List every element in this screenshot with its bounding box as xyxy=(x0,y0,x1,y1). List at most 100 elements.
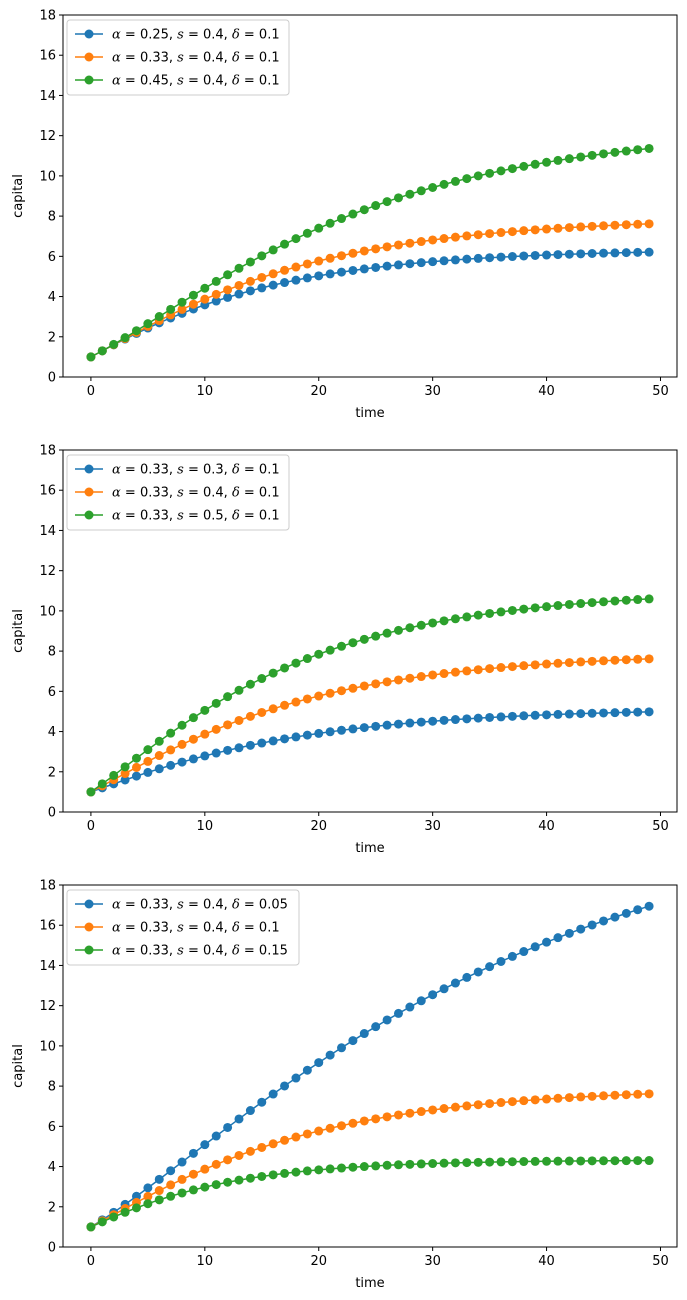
data-point xyxy=(223,1123,232,1132)
data-point xyxy=(610,148,619,157)
data-point xyxy=(337,251,346,260)
data-point xyxy=(417,996,426,1005)
data-point xyxy=(553,1094,562,1103)
data-point xyxy=(348,210,357,219)
data-point xyxy=(599,249,608,258)
data-point xyxy=(371,1022,380,1031)
data-point xyxy=(189,713,198,722)
data-point xyxy=(109,771,118,780)
data-point xyxy=(405,1109,414,1118)
data-point xyxy=(166,1166,175,1175)
data-point xyxy=(576,657,585,666)
data-point xyxy=(291,263,300,272)
data-point xyxy=(383,242,392,251)
data-point xyxy=(462,1158,471,1167)
data-point xyxy=(588,1092,597,1101)
data-point xyxy=(588,920,597,929)
data-point xyxy=(394,260,403,269)
x-tick-label: 30 xyxy=(424,819,441,834)
data-point xyxy=(622,220,631,229)
data-point xyxy=(178,1188,187,1197)
data-point xyxy=(303,731,312,740)
data-point xyxy=(519,162,528,171)
data-point xyxy=(348,724,357,733)
data-point xyxy=(132,763,141,772)
data-point xyxy=(428,1105,437,1114)
data-point xyxy=(348,1119,357,1128)
legend-label: α = 0.33, s = 0.4, δ = 0.05 xyxy=(112,898,288,913)
data-point xyxy=(394,675,403,684)
data-point xyxy=(451,233,460,242)
data-point xyxy=(269,736,278,745)
data-point xyxy=(326,1051,335,1060)
y-tick-label: 4 xyxy=(48,725,56,740)
data-point xyxy=(326,269,335,278)
data-point xyxy=(246,680,255,689)
data-point xyxy=(576,249,585,258)
data-point xyxy=(542,158,551,167)
data-point xyxy=(212,1132,221,1141)
data-point xyxy=(645,707,654,716)
data-point xyxy=(132,326,141,335)
data-point xyxy=(269,245,278,254)
data-point xyxy=(610,913,619,922)
y-tick-label: 4 xyxy=(48,290,56,305)
series-line-2 xyxy=(91,659,649,792)
data-point xyxy=(417,1107,426,1116)
data-point xyxy=(348,638,357,647)
y-tick-label: 16 xyxy=(39,919,56,934)
data-point xyxy=(235,290,244,299)
y-tick-label: 6 xyxy=(48,685,56,700)
data-point xyxy=(337,1121,346,1130)
data-point xyxy=(291,1168,300,1177)
data-point xyxy=(474,611,483,620)
y-tick-label: 12 xyxy=(39,999,56,1014)
x-tick-label: 50 xyxy=(652,1254,669,1269)
data-point xyxy=(485,962,494,971)
data-point xyxy=(212,290,221,299)
data-point xyxy=(519,1157,528,1166)
plot-area xyxy=(86,594,653,796)
legend-label: α = 0.45, s = 0.4, δ = 0.1 xyxy=(112,74,280,89)
data-point xyxy=(542,1095,551,1104)
data-point xyxy=(132,1203,141,1212)
data-point xyxy=(257,1172,266,1181)
y-tick-label: 16 xyxy=(39,484,56,499)
data-point xyxy=(599,656,608,665)
data-point xyxy=(383,1112,392,1121)
data-point xyxy=(360,246,369,255)
x-tick-label: 50 xyxy=(652,384,669,399)
data-point xyxy=(383,677,392,686)
data-point xyxy=(531,711,540,720)
legend-marker xyxy=(85,465,94,474)
data-point xyxy=(497,1157,506,1166)
data-point xyxy=(610,1091,619,1100)
data-point xyxy=(508,662,517,671)
data-point xyxy=(531,1095,540,1104)
data-point xyxy=(314,729,323,738)
data-point xyxy=(269,269,278,278)
data-point xyxy=(576,709,585,718)
data-point xyxy=(280,734,289,743)
y-tick-label: 2 xyxy=(48,330,56,345)
data-point xyxy=(588,222,597,231)
data-point xyxy=(497,663,506,672)
data-point xyxy=(371,263,380,272)
data-point xyxy=(291,732,300,741)
data-point xyxy=(326,254,335,263)
data-point xyxy=(155,737,164,746)
data-point xyxy=(155,312,164,321)
data-point xyxy=(303,1166,312,1175)
data-point xyxy=(326,727,335,736)
data-point xyxy=(246,1147,255,1156)
data-point xyxy=(291,698,300,707)
data-point xyxy=(212,1180,221,1189)
data-point xyxy=(166,745,175,754)
data-point xyxy=(155,751,164,760)
data-point xyxy=(257,273,266,282)
data-point xyxy=(235,281,244,290)
data-point xyxy=(405,1160,414,1169)
series-line-3 xyxy=(91,599,649,792)
data-point xyxy=(360,264,369,273)
data-point xyxy=(531,660,540,669)
